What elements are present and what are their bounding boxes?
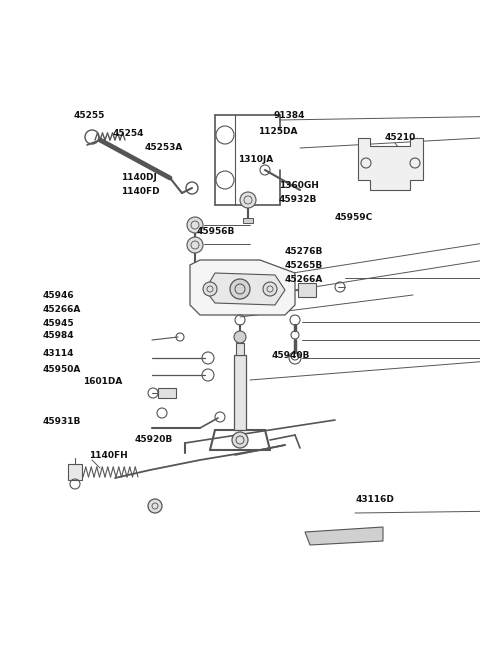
Bar	[243, 218, 253, 223]
Text: 45266A: 45266A	[43, 305, 82, 314]
Text: 45920B: 45920B	[135, 436, 173, 445]
Text: 45932B: 45932B	[279, 195, 317, 204]
Text: 1140DJ: 1140DJ	[121, 174, 157, 183]
Circle shape	[187, 217, 203, 233]
Circle shape	[263, 282, 277, 296]
Text: 45959C: 45959C	[335, 212, 373, 221]
Text: 43116D: 43116D	[356, 495, 395, 504]
Text: 43114: 43114	[43, 348, 74, 358]
Circle shape	[232, 432, 248, 448]
Bar	[298, 283, 316, 297]
Bar	[158, 388, 176, 398]
Text: 45255: 45255	[74, 111, 106, 119]
Text: 45945: 45945	[43, 318, 74, 328]
Polygon shape	[358, 138, 423, 190]
Text: 1601DA: 1601DA	[83, 377, 122, 386]
Text: 45940B: 45940B	[272, 350, 311, 360]
Circle shape	[230, 279, 250, 299]
Text: 45946: 45946	[43, 291, 74, 301]
Circle shape	[203, 282, 217, 296]
Circle shape	[148, 499, 162, 513]
Text: 45276B: 45276B	[285, 248, 324, 257]
Text: 45265B: 45265B	[285, 261, 323, 271]
Circle shape	[187, 237, 203, 253]
Text: 1310JA: 1310JA	[238, 155, 273, 164]
Circle shape	[234, 331, 246, 343]
Text: 91384: 91384	[274, 111, 305, 119]
Text: 1360GH: 1360GH	[279, 181, 319, 189]
Bar	[68, 464, 82, 480]
Text: 1125DA: 1125DA	[258, 126, 298, 136]
Bar	[236, 343, 244, 355]
Text: 45931B: 45931B	[43, 417, 82, 426]
Text: 45254: 45254	[113, 128, 144, 138]
Polygon shape	[190, 260, 295, 315]
Text: 45956B: 45956B	[197, 227, 235, 236]
Polygon shape	[205, 273, 285, 305]
Bar	[234, 355, 246, 430]
Text: 45950A: 45950A	[43, 365, 82, 375]
Text: 45210: 45210	[385, 134, 416, 143]
Text: 45984: 45984	[43, 331, 74, 341]
Text: 1140FH: 1140FH	[89, 451, 128, 460]
Text: 45253A: 45253A	[145, 143, 183, 153]
Text: 1140FD: 1140FD	[121, 187, 160, 196]
Text: 45266A: 45266A	[285, 274, 324, 284]
Circle shape	[240, 192, 256, 208]
Polygon shape	[305, 527, 383, 545]
